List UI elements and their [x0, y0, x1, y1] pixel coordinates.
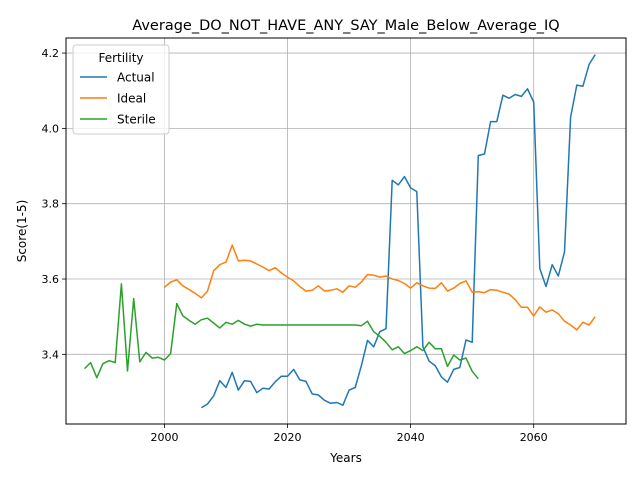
x-tick-label: 2000 [150, 431, 178, 444]
y-tick-label: 4.0 [42, 122, 60, 135]
y-tick-label: 3.8 [42, 198, 60, 211]
y-tick-label: 3.6 [42, 273, 60, 286]
legend-label-ideal: Ideal [117, 92, 146, 106]
x-axis-label: Years [329, 451, 362, 465]
y-tick-label: 3.4 [42, 348, 60, 361]
legend-label-actual: Actual [117, 71, 155, 85]
chart-title: Average_DO_NOT_HAVE_ANY_SAY_Male_Below_A… [132, 18, 559, 34]
legend-label-sterile: Sterile [117, 113, 156, 127]
x-tick-label: 2020 [274, 431, 302, 444]
y-axis-label: Score(1-5) [15, 200, 29, 263]
legend: Fertility Actual Ideal Sterile [73, 45, 169, 134]
x-tick-label: 2060 [520, 431, 548, 444]
y-tick-label: 4.2 [42, 47, 60, 60]
x-tick-label: 2040 [397, 431, 425, 444]
legend-title: Fertility [98, 51, 143, 65]
